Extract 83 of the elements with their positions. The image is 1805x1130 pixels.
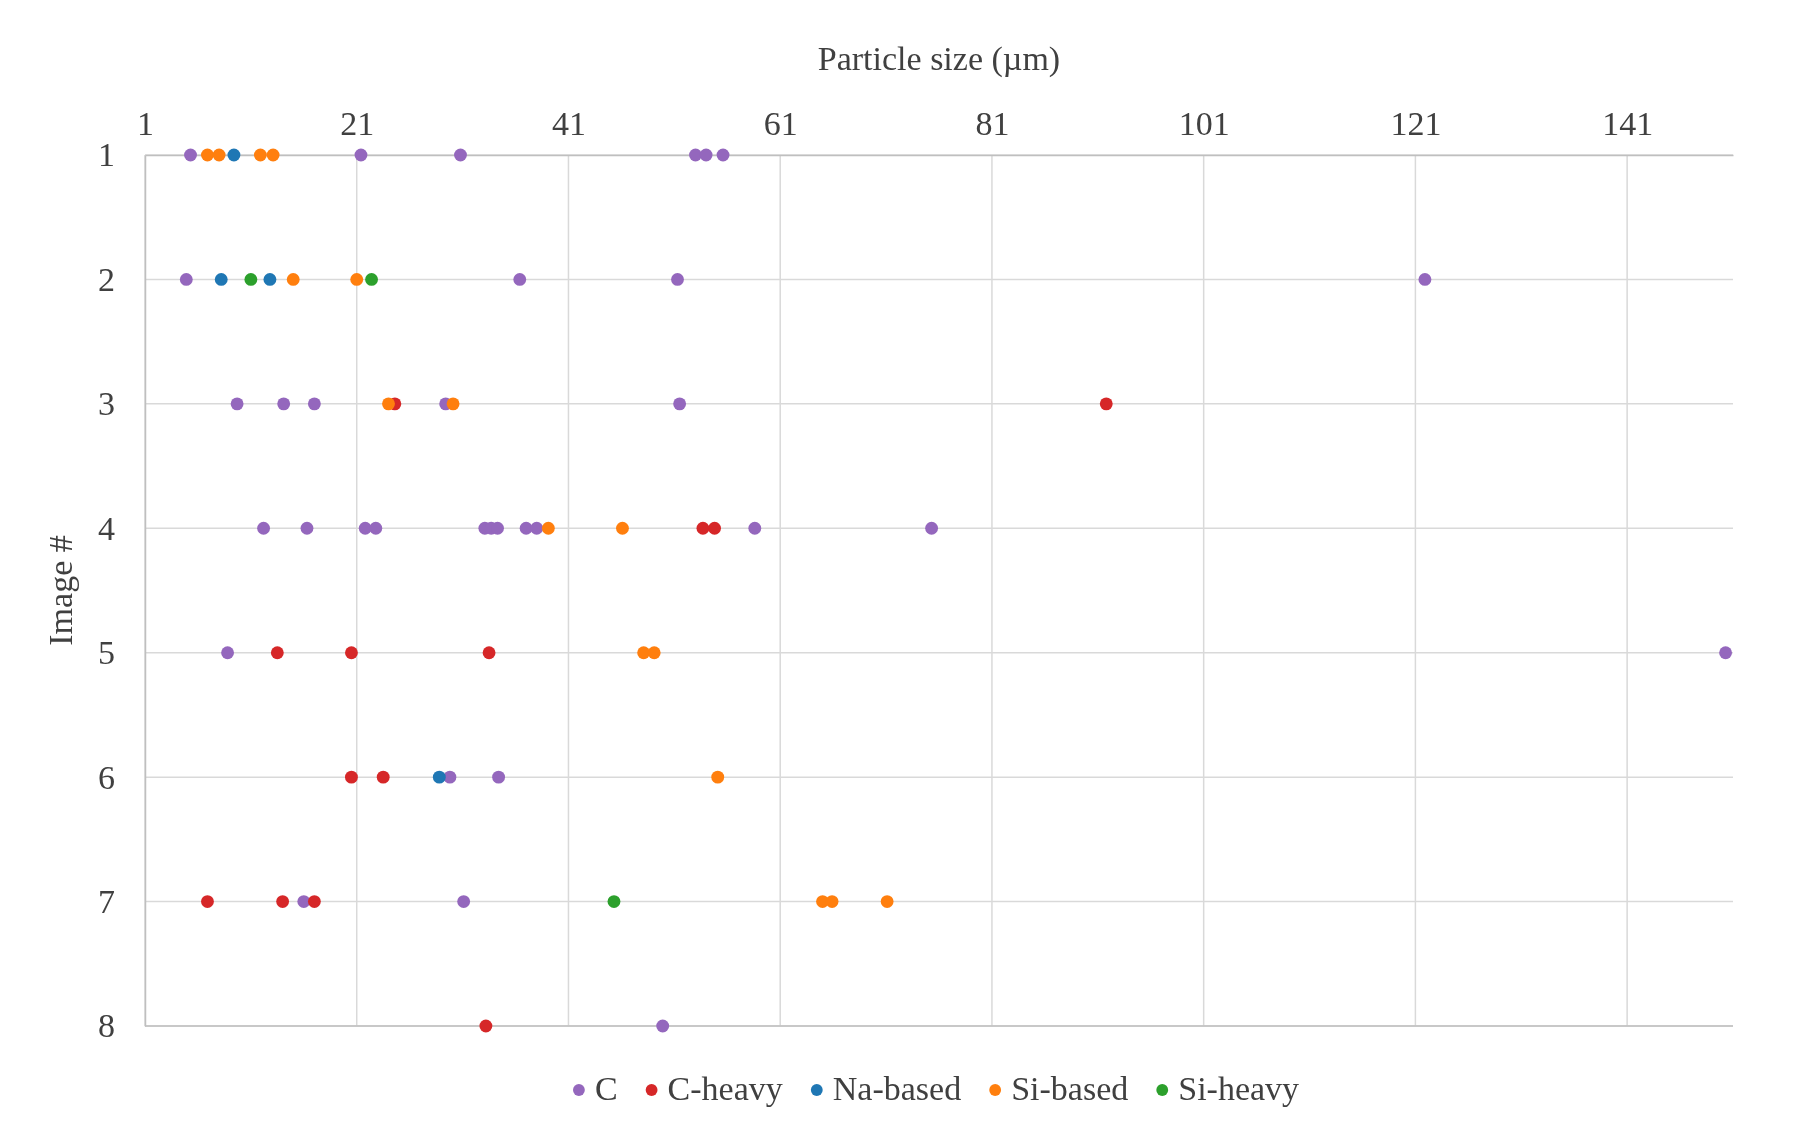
point (263, 273, 277, 286)
point (300, 521, 314, 535)
point (382, 397, 395, 411)
point (350, 273, 364, 286)
point (369, 521, 383, 535)
y-tick-label: 5 (98, 634, 115, 672)
point (253, 148, 267, 162)
x-tick-label: 101 (1178, 105, 1230, 142)
legend-label: C (594, 1070, 618, 1107)
point (530, 521, 544, 535)
point (345, 770, 358, 784)
point (307, 397, 321, 411)
point (656, 1019, 670, 1033)
point (716, 148, 730, 162)
point (925, 521, 939, 535)
x-tick-label: 81 (975, 105, 1010, 142)
point (376, 770, 390, 784)
point (201, 148, 214, 162)
x-tick-label: 21 (340, 105, 375, 142)
point (748, 521, 762, 535)
point (286, 273, 300, 286)
legend-label: Si-heavy (1178, 1070, 1300, 1107)
point (276, 895, 290, 908)
point (214, 273, 228, 286)
point (513, 273, 527, 286)
point (699, 148, 713, 162)
point (307, 895, 321, 908)
point (492, 770, 506, 784)
point (345, 646, 358, 660)
legend-label: C-heavy (667, 1070, 783, 1107)
point (221, 646, 235, 660)
y-tick-label: 1 (98, 136, 115, 174)
point (184, 148, 197, 162)
point (432, 770, 446, 784)
point (454, 148, 467, 162)
x-tick-label: 141 (1602, 105, 1654, 142)
x-tick-label: 1 (137, 105, 154, 142)
point (696, 521, 710, 535)
point (616, 521, 629, 535)
point (479, 1019, 493, 1033)
point (637, 646, 651, 660)
x-tick-label: 121 (1390, 105, 1442, 142)
point (647, 646, 661, 660)
point (257, 521, 270, 535)
point (230, 397, 244, 411)
point (457, 895, 471, 908)
point (266, 148, 280, 162)
point (880, 895, 894, 908)
point (227, 148, 241, 162)
legend-label: Na-based (832, 1070, 962, 1107)
point (689, 148, 702, 162)
point (825, 895, 839, 908)
point (482, 646, 496, 660)
point (270, 646, 284, 660)
point (201, 895, 214, 908)
point (446, 397, 460, 411)
y-tick-label: 6 (98, 758, 115, 796)
point (179, 273, 193, 286)
point (354, 148, 368, 162)
point (607, 895, 621, 908)
y-tick-label: 2 (98, 260, 115, 298)
x-tick-label: 41 (551, 105, 586, 142)
point (671, 273, 684, 286)
point (297, 895, 311, 908)
x-tick-label: 61 (763, 105, 798, 142)
y-tick-label: 4 (98, 509, 115, 547)
point (711, 770, 725, 784)
legend-label: Si-based (1011, 1070, 1129, 1107)
point (673, 397, 687, 411)
point (1099, 397, 1113, 411)
point (365, 273, 378, 286)
point (708, 521, 721, 535)
point (1719, 646, 1733, 660)
point (277, 397, 291, 411)
y-axis-title: Image # (42, 535, 79, 646)
point (1418, 273, 1432, 286)
point (541, 521, 555, 535)
y-tick-label: 8 (98, 1007, 115, 1045)
y-tick-label: 7 (98, 882, 115, 920)
x-axis-title: Particle size (µm) (817, 40, 1061, 78)
point (244, 273, 258, 286)
point (212, 148, 226, 162)
y-tick-label: 3 (98, 385, 115, 423)
